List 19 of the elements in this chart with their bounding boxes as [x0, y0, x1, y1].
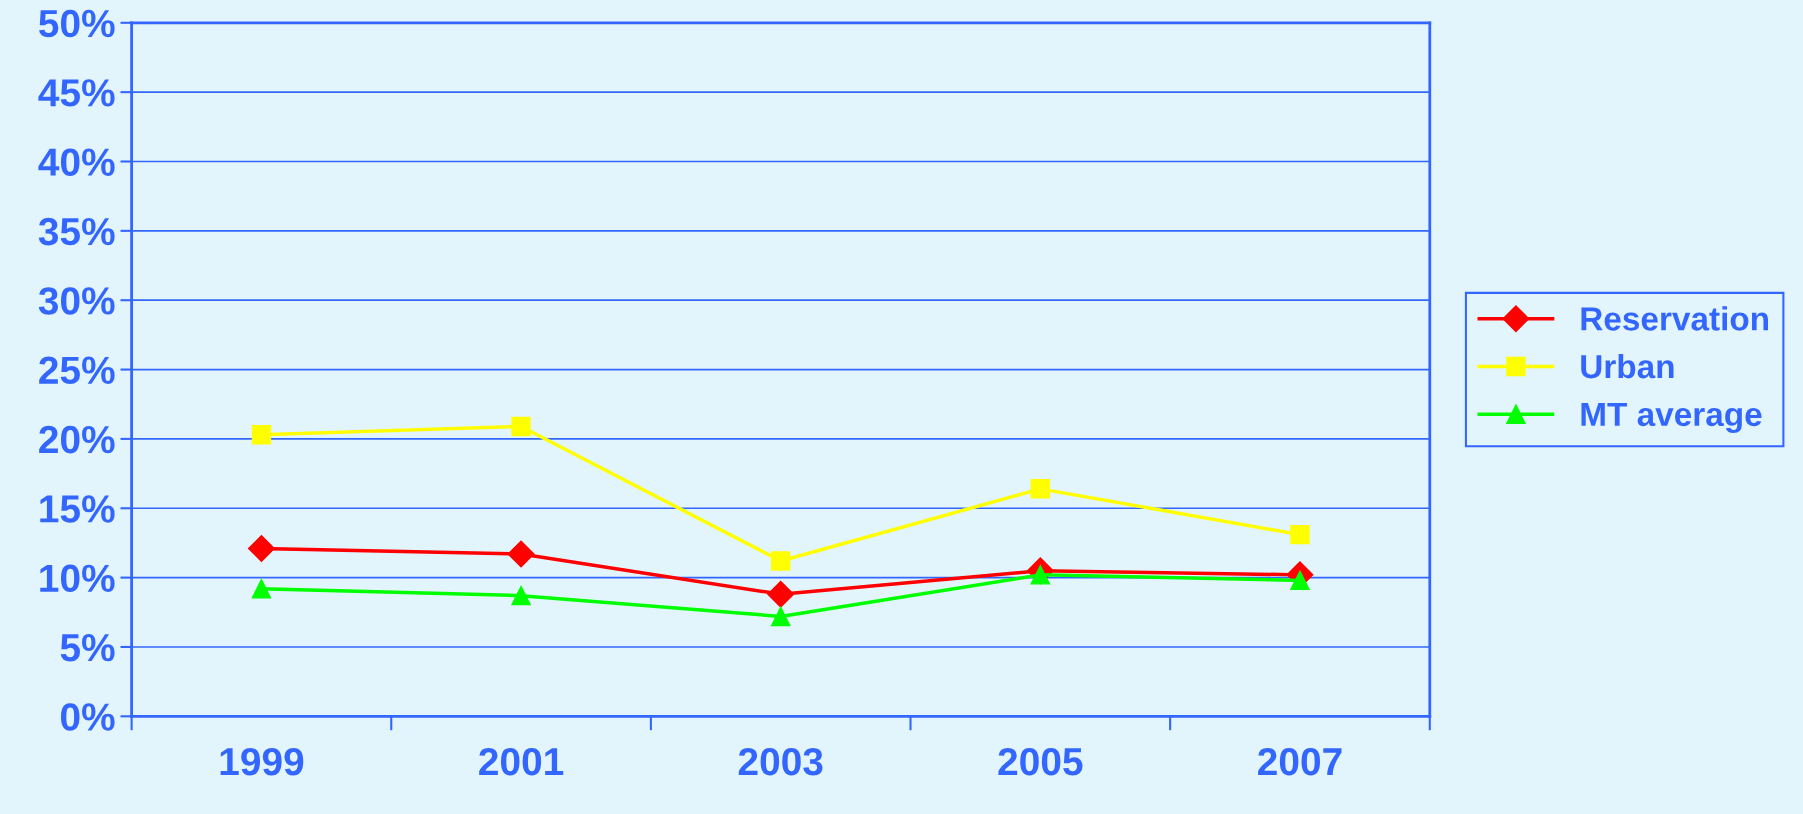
x-tick-label: 2001 — [479, 747, 564, 776]
y-tick-label: 35% — [38, 217, 115, 246]
y-tick-label: 30% — [38, 287, 115, 315]
y-tick-label: 10% — [40, 564, 115, 593]
x-tick-label: 2003 — [738, 747, 823, 776]
y-tick-label: 45% — [38, 79, 115, 107]
legend-label: Urban — [1581, 353, 1674, 379]
legend-label: MT average — [1581, 402, 1762, 433]
y-tick-label: 0% — [60, 703, 115, 731]
y-tick-label: 50% — [39, 9, 115, 38]
y-tick-label: 5% — [60, 634, 115, 662]
x-tick-label: 1999 — [220, 747, 304, 776]
x-tick-label: 2005 — [998, 747, 1083, 776]
y-tick-label: 20% — [39, 425, 115, 454]
y-tick-label: 15% — [40, 495, 115, 523]
legend-label: Reservation — [1581, 306, 1769, 331]
y-tick-label: 40% — [38, 148, 115, 176]
y-tick-label: 25% — [39, 356, 115, 385]
x-tick-label: 2007 — [1258, 747, 1342, 776]
